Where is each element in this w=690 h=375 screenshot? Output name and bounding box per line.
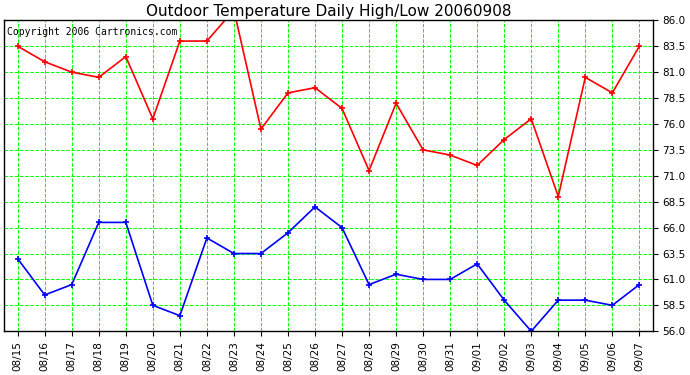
Text: Copyright 2006 Cartronics.com: Copyright 2006 Cartronics.com bbox=[8, 27, 178, 36]
Title: Outdoor Temperature Daily High/Low 20060908: Outdoor Temperature Daily High/Low 20060… bbox=[146, 4, 511, 19]
